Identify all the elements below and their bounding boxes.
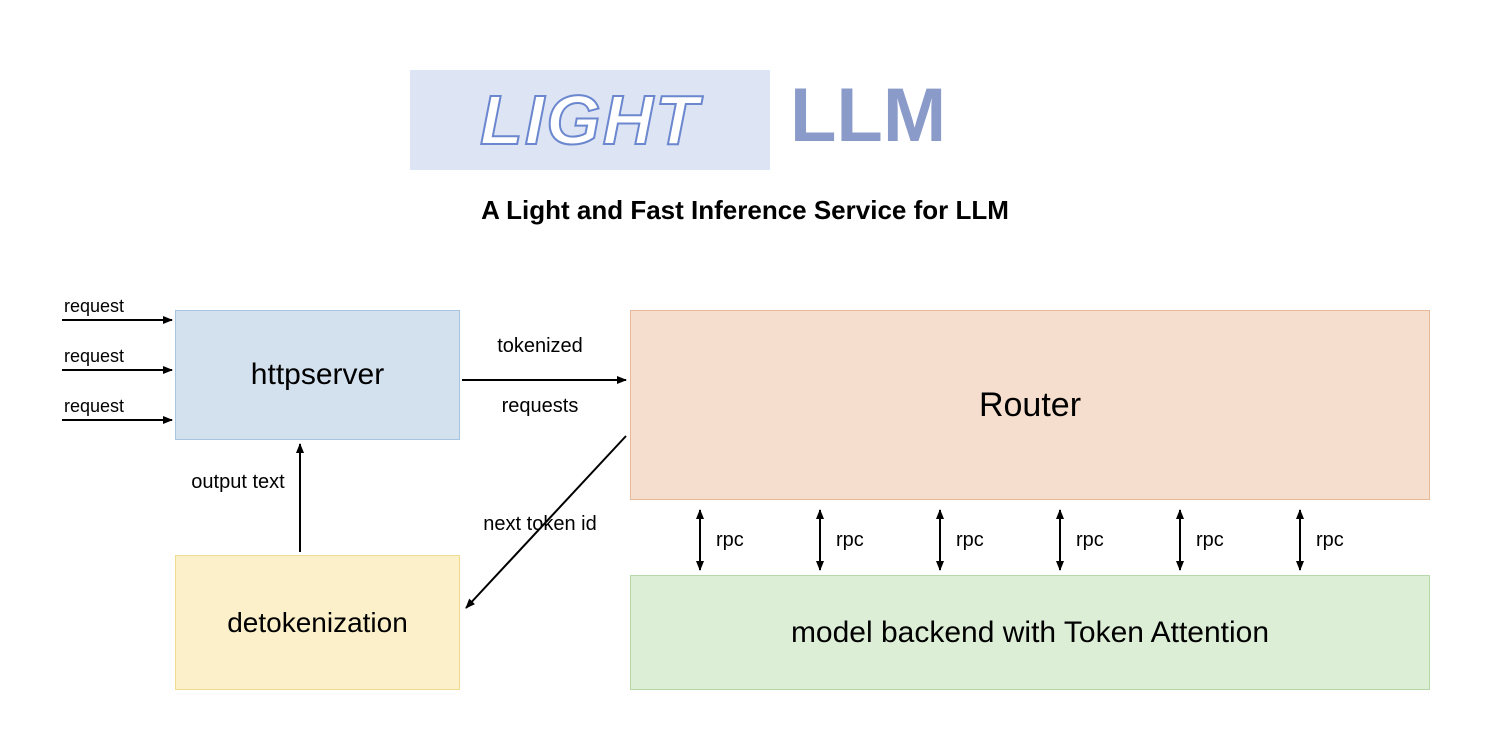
svg-text:rpc: rpc xyxy=(716,529,744,551)
diagram-canvas: LIGHT LLM A Light and Fast Inference Ser… xyxy=(0,0,1490,736)
svg-text:request: request xyxy=(64,296,124,316)
svg-text:next token id: next token id xyxy=(483,513,596,535)
node-model-backend-label: model backend with Token Attention xyxy=(791,616,1269,650)
svg-text:request: request xyxy=(64,396,124,416)
svg-text:requests: requests xyxy=(502,395,579,417)
svg-text:output text: output text xyxy=(191,471,285,493)
svg-text:rpc: rpc xyxy=(956,529,984,551)
node-detokenization-label: detokenization xyxy=(227,607,408,639)
node-router-label: Router xyxy=(979,386,1081,425)
svg-text:rpc: rpc xyxy=(836,529,864,551)
node-model-backend: model backend with Token Attention xyxy=(630,575,1430,690)
node-httpserver: httpserver xyxy=(175,310,460,440)
node-detokenization: detokenization xyxy=(175,555,460,690)
logo-llm-text: LLM xyxy=(790,72,946,159)
svg-text:rpc: rpc xyxy=(1316,529,1344,551)
subtitle: A Light and Fast Inference Service for L… xyxy=(0,195,1490,226)
svg-text:rpc: rpc xyxy=(1196,529,1224,551)
node-httpserver-label: httpserver xyxy=(251,358,384,392)
svg-text:request: request xyxy=(64,346,124,366)
svg-text:tokenized: tokenized xyxy=(497,335,583,357)
logo-light-text: LIGHT xyxy=(410,70,770,170)
svg-text:rpc: rpc xyxy=(1076,529,1104,551)
node-router: Router xyxy=(630,310,1430,500)
